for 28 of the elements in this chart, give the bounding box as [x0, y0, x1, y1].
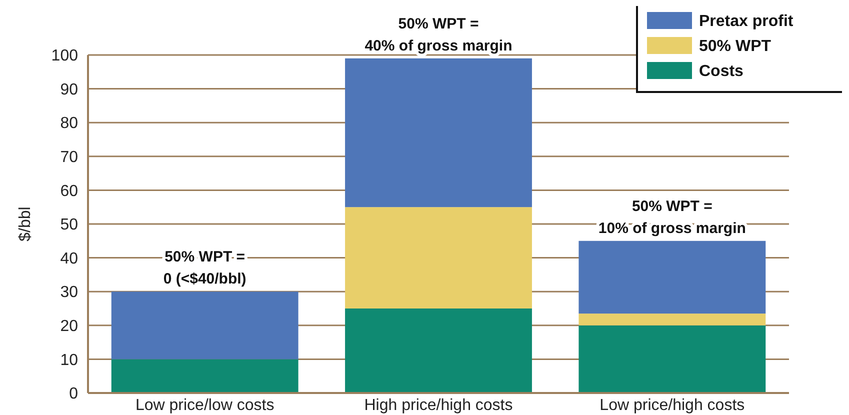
x-tick-label: Low price/low costs — [135, 397, 274, 414]
y-tick-label: 70 — [60, 149, 78, 166]
bar — [578, 325, 766, 393]
bar — [345, 207, 532, 308]
legend-label: Costs — [699, 63, 744, 80]
annotation: 50% WPT = 10% of gross margin — [598, 198, 746, 237]
x-tick-label: High price/high costs — [364, 397, 513, 414]
y-tick-label: 80 — [60, 115, 78, 132]
bar — [345, 58, 532, 208]
y-axis-title: $/bbl — [17, 206, 34, 242]
x-tick-label: Low price/high costs — [600, 397, 745, 414]
y-tick-label: 20 — [60, 318, 78, 335]
legend-label: Pretax profit — [699, 13, 794, 30]
y-tick-label: 50 — [60, 216, 78, 234]
y-tick-label: 90 — [60, 81, 78, 98]
y-tick-label: 60 — [60, 182, 78, 200]
bar — [345, 308, 532, 393]
legend-label: 50% WPT — [699, 38, 772, 55]
bar — [578, 240, 766, 314]
y-tick-label: 10 — [60, 352, 78, 369]
bar — [111, 359, 298, 393]
annotation: 50% WPT = 40% of gross margin — [364, 15, 512, 54]
bar — [111, 292, 298, 360]
y-tick-label: 0 — [69, 386, 78, 403]
y-tick-label: 30 — [60, 284, 78, 302]
y-tick-label: 40 — [60, 250, 78, 268]
y-tick-label: 100 — [51, 48, 78, 65]
bar — [578, 314, 766, 326]
